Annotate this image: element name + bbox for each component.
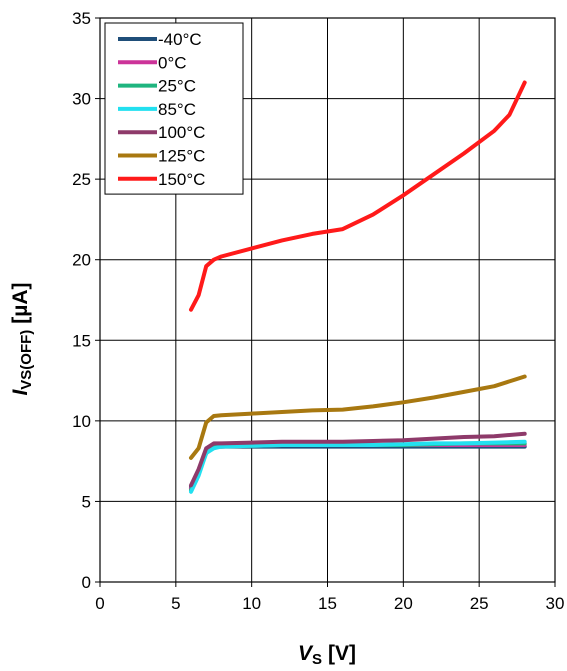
legend-label: 25°C — [158, 77, 196, 96]
legend: -40°C 0°C 25°C 85°C 100°C 125°C 150°C — [104, 22, 244, 195]
x-tick-label: 0 — [95, 594, 104, 613]
x-axis-title-sub: S — [312, 651, 322, 668]
x-axis-title: VS [V] — [298, 642, 356, 668]
x-tick-label: 15 — [318, 594, 337, 613]
series-line-125c — [189, 374, 527, 460]
y-axis-title-sub: VS(OFF) — [18, 330, 35, 390]
legend-label: 0°C — [158, 53, 187, 72]
y-tick-label: 0 — [82, 573, 91, 592]
legend-label: 125°C — [158, 147, 205, 166]
y-tick-label: 20 — [72, 251, 91, 270]
x-tick-label: 10 — [242, 594, 261, 613]
legend-label: -40°C — [158, 30, 202, 49]
y-axis-title-main: I — [9, 389, 32, 396]
legend-label: 150°C — [158, 170, 205, 189]
series-line-150c — [189, 80, 527, 312]
legend-label: 85°C — [158, 100, 196, 119]
y-tick-label: 10 — [72, 412, 91, 431]
x-axis-title-unit: [V] — [328, 642, 356, 665]
y-axis-title: IVS(OFF) [µA] — [9, 282, 35, 395]
x-tick-label: 20 — [394, 594, 413, 613]
series-line-85c — [189, 439, 527, 494]
y-tick-label: 35 — [72, 9, 91, 28]
x-tick-label: 5 — [171, 594, 180, 613]
series-lines — [189, 80, 527, 494]
series-line-100c — [189, 431, 527, 488]
x-ticks: 0 5 10 15 20 25 30 — [95, 582, 564, 613]
x-axis-title-main: V — [298, 642, 314, 665]
y-tick-label: 30 — [72, 90, 91, 109]
y-axis-title-unit: [µA] — [9, 282, 32, 323]
x-tick-label: 25 — [470, 594, 489, 613]
x-tick-label: 30 — [546, 594, 565, 613]
y-tick-label: 25 — [72, 170, 91, 189]
y-ticks: 0 5 10 15 20 25 30 35 — [72, 9, 100, 592]
legend-label: 100°C — [158, 123, 205, 142]
y-tick-label: 15 — [72, 331, 91, 350]
y-tick-label: 5 — [82, 492, 91, 511]
